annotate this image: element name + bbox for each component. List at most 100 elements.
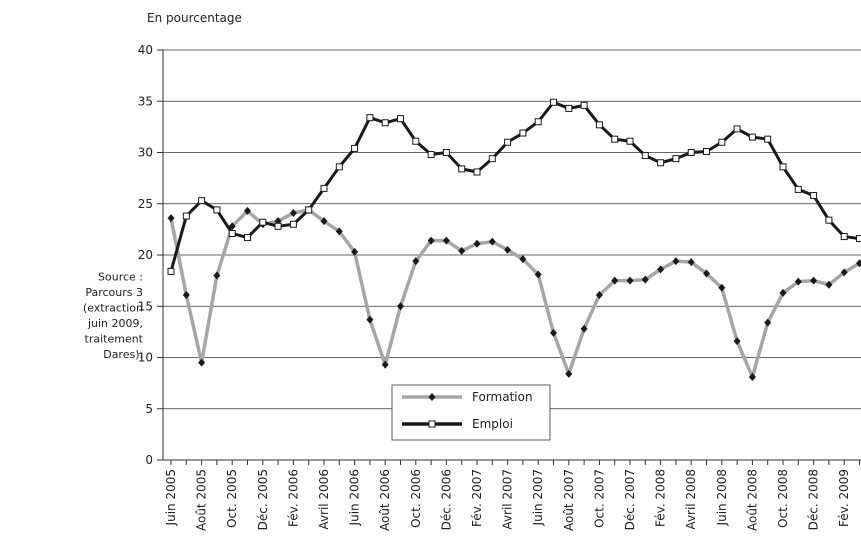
data-point: [764, 135, 772, 143]
source-note: Source :: [98, 271, 143, 284]
data-point: [397, 302, 404, 311]
data-point: [335, 163, 343, 171]
data-point: [182, 212, 190, 220]
data-point: [442, 236, 450, 245]
data-point: [595, 121, 603, 129]
data-point: [748, 372, 756, 381]
data-point: [320, 184, 328, 192]
data-point: [458, 165, 466, 173]
x-tick-label: Août 2007: [562, 469, 576, 531]
data-point: [856, 259, 861, 268]
data-point: [412, 257, 420, 266]
data-point: [488, 155, 496, 163]
data-point: [779, 163, 787, 171]
source-note: juin 2009,: [87, 317, 143, 330]
data-point: [748, 133, 756, 141]
data-point: [565, 369, 573, 378]
data-point: [703, 269, 710, 278]
data-point: [764, 318, 772, 327]
data-point: [244, 206, 251, 215]
y-tick-label: 35: [138, 94, 153, 108]
x-tick-label: Oct. 2005: [225, 469, 239, 528]
data-point: [244, 234, 251, 242]
y-tick-label: 20: [138, 248, 153, 262]
y-tick-label: 0: [145, 453, 153, 467]
data-point: [595, 290, 603, 299]
data-point: [810, 192, 818, 200]
x-tick-label: Juin 2008: [715, 469, 729, 526]
data-point: [167, 214, 175, 223]
data-point: [626, 276, 634, 285]
x-tick-label: Fév. 2008: [654, 469, 668, 527]
x-tick-label: Oct. 2006: [409, 469, 423, 528]
series-line: [169, 100, 860, 272]
data-point: [182, 290, 190, 299]
x-tick-label: Août 2005: [195, 469, 209, 531]
data-point: [412, 137, 420, 145]
data-point: [473, 239, 481, 248]
y-tick-label: 30: [138, 146, 153, 160]
data-point: [641, 275, 649, 284]
data-point: [366, 315, 374, 324]
legend-label: Formation: [472, 390, 533, 404]
legend-box: [391, 384, 551, 441]
data-point: [565, 104, 573, 112]
x-tick-label: Avril 2006: [317, 469, 331, 530]
data-point: [672, 155, 680, 163]
data-point: [351, 144, 359, 152]
source-note: Dares).: [103, 348, 143, 361]
data-point: [504, 245, 512, 254]
data-point: [626, 137, 634, 145]
data-point: [366, 114, 374, 122]
x-tick-label: Avril 2008: [684, 469, 698, 530]
data-point: [320, 217, 328, 226]
series-line: [169, 208, 861, 379]
data-point: [718, 283, 726, 292]
data-point: [611, 135, 619, 143]
data-point: [488, 237, 496, 246]
data-point: [534, 270, 542, 279]
data-point: [733, 337, 741, 346]
x-tick-label: Déc. 2005: [256, 469, 270, 530]
y-tick-label: 5: [145, 402, 153, 416]
data-point: [580, 324, 588, 333]
x-tick-label: Oct. 2008: [776, 469, 790, 528]
legend-label: Emploi: [472, 417, 513, 431]
data-point: [351, 247, 359, 256]
legend-marker: [428, 393, 436, 401]
data-point: [794, 277, 802, 286]
unit-label: En pourcentage: [147, 11, 242, 25]
x-tick-label: Juin 2007: [531, 469, 545, 526]
data-point: [672, 257, 680, 266]
data-point: [289, 208, 297, 217]
data-point: [198, 358, 206, 367]
data-point: [641, 152, 649, 160]
x-tick-label: Déc. 2007: [623, 469, 637, 530]
data-point: [167, 267, 175, 275]
x-tick-label: Fév. 2006: [286, 469, 300, 527]
data-point: [825, 280, 833, 289]
data-point: [810, 276, 818, 285]
source-note: (extraction: [83, 302, 143, 315]
data-point: [305, 206, 313, 214]
data-point: [519, 129, 527, 137]
data-point: [657, 159, 665, 167]
data-point: [427, 236, 435, 245]
data-point: [427, 151, 435, 159]
x-tick-label: Juin 2006: [348, 469, 362, 526]
data-point: [458, 246, 466, 255]
data-point: [289, 220, 297, 228]
data-point: [840, 268, 848, 277]
x-tick-label: Juin 2005: [164, 469, 178, 526]
data-point: [504, 138, 512, 146]
data-point: [840, 233, 848, 241]
data-point: [825, 216, 833, 224]
data-point: [213, 271, 221, 280]
data-point: [718, 138, 726, 146]
x-tick-label: Déc. 2006: [439, 469, 453, 530]
y-tick-label: 25: [138, 197, 153, 211]
data-point: [687, 258, 695, 267]
data-point: [397, 115, 404, 123]
data-point: [519, 255, 527, 264]
